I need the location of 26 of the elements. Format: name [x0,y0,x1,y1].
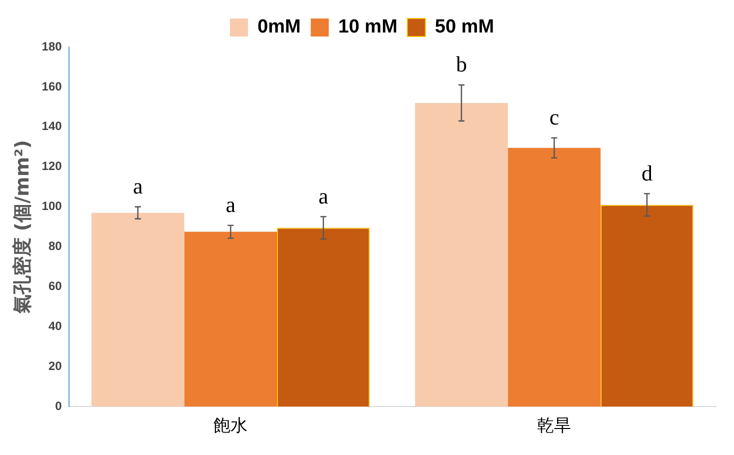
annotation: d [641,160,652,186]
annotation: a [132,174,143,199]
annotation: b [456,52,467,77]
x-tick-label: 乾旱 [537,416,572,436]
y-tick-label: 40 [48,319,62,333]
x-tick-label: 飽水 [214,416,248,436]
annotation: c [549,104,560,130]
y-tick-label: 160 [42,79,62,94]
bar [91,212,184,407]
y-tick-label: 120 [42,159,62,174]
bar [184,232,277,407]
y-tick-label: 20 [48,358,62,373]
y-tick-label: 80 [48,239,62,254]
legend-label: 50 mM [434,16,494,38]
y-tick-label: 100 [42,199,62,214]
legend-label: 10 mM [338,16,398,38]
annotation: a [226,192,236,218]
annotation: a [318,183,328,208]
y-tick-label: 140 [42,119,62,134]
y-tick-label: 0 [55,398,62,413]
bar [508,148,601,407]
legend-label: 0mM [257,16,301,38]
y-tick-label: 60 [48,279,62,294]
y-axis-title: 氣孔密度 (個/mm²) [11,140,34,315]
bar [415,102,508,407]
y-tick-label: 180 [42,39,62,54]
